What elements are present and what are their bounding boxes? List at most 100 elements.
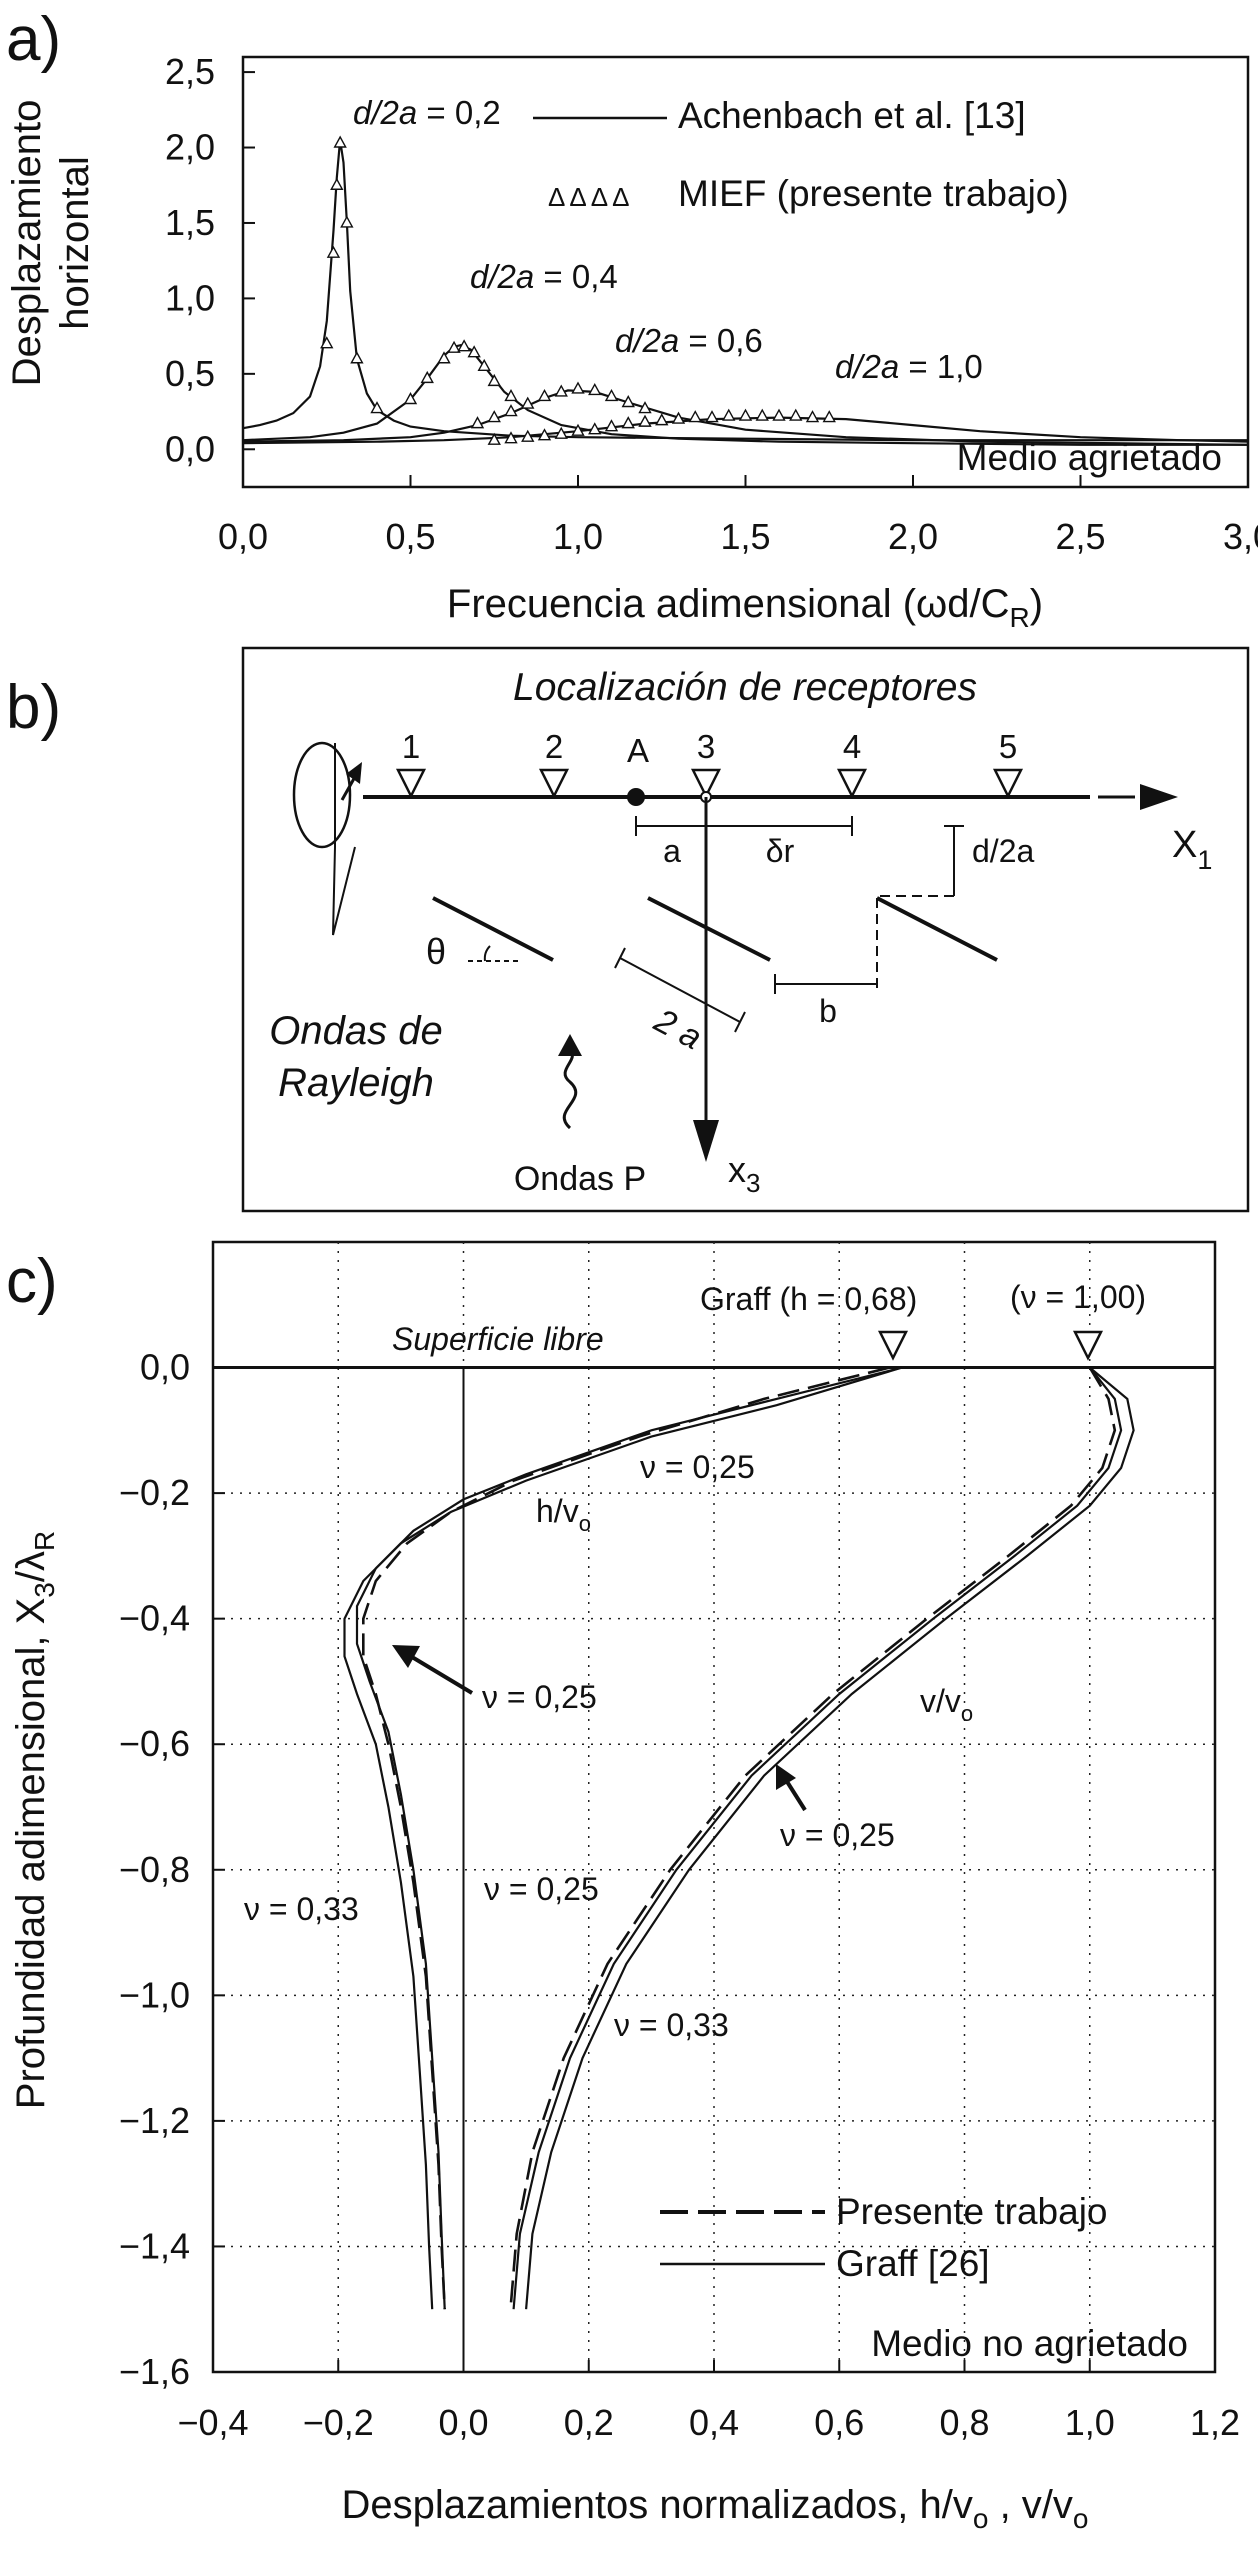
p-wave-arrowhead	[558, 1034, 582, 1056]
panel-c-ytick-label: −0,8	[119, 1849, 190, 1890]
panel-a-xlabel: Frecuencia adimensional (ωd/CR)	[447, 582, 1043, 633]
curve-label-d2a-06: d/2a = 0,6	[615, 322, 763, 359]
receiver-1-label: 1	[402, 728, 420, 765]
theta-label: θ	[426, 931, 446, 972]
panel-c-xtick-label: 0,0	[438, 2402, 488, 2443]
legend-dashed-label: Presente trabajo	[836, 2191, 1108, 2232]
crack-3	[876, 896, 998, 962]
panel-a-marker	[521, 429, 535, 442]
panel-a-marker	[755, 408, 769, 421]
source-tail	[332, 846, 356, 936]
legend-marker-label: MIEF (presente trabajo)	[678, 173, 1069, 214]
panel-a-xtick-label: 0,5	[385, 516, 435, 557]
panel-a-marker	[789, 408, 803, 421]
panel-a-xtick-label: 2,5	[1055, 516, 1105, 557]
panel-a-ytick-label: 2,5	[165, 51, 215, 92]
receiver-2-triangle	[538, 768, 570, 799]
panel-a-marker	[688, 410, 702, 423]
panel-a-ytick-label: 1,5	[165, 202, 215, 243]
receiver-4-label: 4	[843, 728, 861, 765]
arrow-nu025-right-head	[776, 1764, 796, 1790]
dim-a-label: a	[663, 833, 681, 869]
panel-a-marker	[521, 396, 535, 409]
panel-c-ticks: −0,4 −0,2 0,0 0,2 0,4 0,6 0,8 1,0 1,2 0,0 −0,2 −0,4…	[119, 1347, 1240, 2443]
panel-c-ytick-label: −1,0	[119, 1974, 190, 2015]
point-a-label: A	[627, 732, 649, 769]
panel-a-marker	[487, 373, 501, 387]
dim-2a-tick-1	[614, 947, 626, 969]
label-nu033-mid: ν = 0,33	[614, 2007, 729, 2043]
panel-c-ytick-label: −0,2	[119, 1472, 190, 1513]
label-nu025-right: ν = 0,25	[780, 1817, 895, 1853]
receiver-5-triangle	[992, 768, 1024, 799]
panel-a-marker	[370, 401, 384, 414]
panel-a-chart: a) Desplazamiento horizontal 0,0 0,5 1,0 1,…	[5, 5, 1258, 633]
panel-a-marker	[350, 351, 364, 364]
panel-c-ylabel: Profundidad adimensional, X3/λR	[9, 1531, 60, 2109]
panel-a-marker	[621, 416, 635, 429]
legend-line-label: Achenbach et al. [13]	[678, 95, 1026, 136]
receiver-3: 3	[690, 728, 722, 799]
source-arrowhead	[346, 762, 362, 784]
panel-a-marker	[638, 414, 652, 427]
point-a-dot	[627, 788, 645, 806]
rayleigh-label-2: Rayleigh	[278, 1061, 434, 1105]
panel-a-marker	[537, 428, 552, 441]
panel-a-marker	[330, 177, 344, 190]
panel-a-marker	[437, 351, 451, 364]
panel-c-xtick-label: 1,0	[1065, 2402, 1115, 2443]
panel-a-ytick-label: 0,5	[165, 353, 215, 394]
panel-a-marker	[504, 431, 518, 444]
receiver-3-label: 3	[697, 728, 715, 765]
dim-dr-label: δr	[766, 833, 795, 869]
panel-c-xtick-label: 0,6	[814, 2402, 864, 2443]
curve-label-d2a-04: d/2a = 0,4	[470, 258, 618, 295]
graff-v-label: (ν = 1,00)	[1010, 1279, 1146, 1315]
panel-a-marker	[604, 389, 619, 402]
panel-a-marker	[554, 426, 568, 439]
panel-a-marker	[604, 419, 619, 432]
panel-b-frame	[241, 646, 1250, 1213]
panel-a-marker	[822, 410, 836, 423]
panel-a-marker	[621, 395, 635, 408]
panel-a-marker	[671, 411, 686, 424]
receiver-2: 2	[538, 728, 570, 799]
panel-a-curve-1	[242, 344, 1248, 446]
legend-marker-symbols: ΔΔΔΔ	[548, 182, 633, 212]
panel-c-xtick-label: 0,8	[939, 2402, 989, 2443]
p-wave-squiggle	[562, 1048, 578, 1130]
panel-a-marker	[477, 358, 491, 371]
rayleigh-label-1: Ondas de	[269, 1009, 442, 1053]
panel-a-letter: a)	[6, 5, 61, 74]
panel-c-grid	[213, 1242, 1215, 2372]
curve-label-d2a-10: d/2a = 1,0	[835, 348, 983, 385]
panel-a-annotation: Medio agrietado	[957, 437, 1222, 478]
panel-c-curves	[343, 1366, 1135, 2310]
panel-a-marker	[457, 339, 471, 352]
panel-c-medium-label: Medio no agrietado	[871, 2323, 1188, 2364]
dim-2a-line	[619, 957, 741, 1023]
panel-a-marker	[571, 423, 585, 436]
panel-b-letter: b)	[6, 673, 61, 742]
receiver-2-label: 2	[545, 728, 563, 765]
panel-a-marker	[588, 422, 602, 435]
dim-2a-tick-2	[734, 1011, 746, 1033]
source-ellipse	[292, 741, 352, 849]
panel-a-ytick-label: 1,0	[165, 277, 215, 318]
panel-a-marker	[504, 404, 518, 417]
receiver-5-label: 5	[999, 728, 1017, 765]
dim-b-label: b	[819, 993, 837, 1029]
panel-a-marker	[805, 410, 820, 423]
panel-c-xlabel: Desplazamientos normalizados, h/vo , v/v…	[341, 2483, 1088, 2534]
surface-label: Superficie libre	[392, 1321, 604, 1357]
curve-label-d2a-02: d/2a = 0,2	[353, 94, 501, 131]
dim-2a-label: 2 a	[647, 1001, 707, 1057]
arrow-nu025-right-shaft	[784, 1778, 807, 1812]
label-v-over-v: v/vo	[920, 1683, 973, 1726]
panel-a-markers	[320, 135, 836, 445]
panel-a-xtick-label: 0,0	[218, 516, 268, 557]
panel-a-marker	[537, 389, 552, 402]
crack-2	[647, 896, 771, 962]
panel-a-marker	[333, 135, 347, 148]
